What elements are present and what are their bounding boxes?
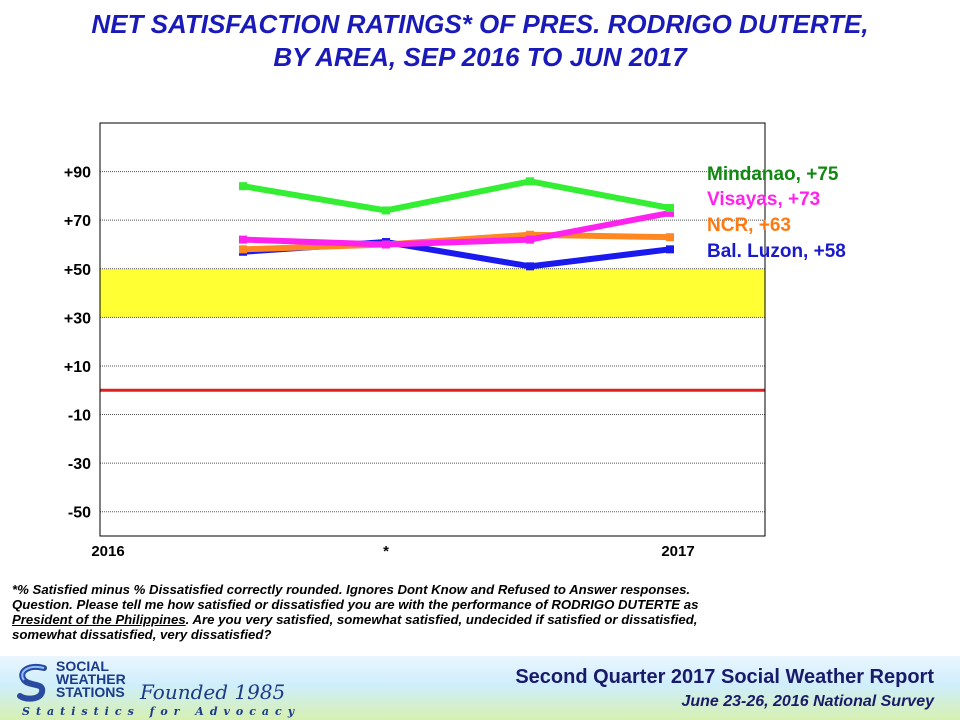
title-line-2: BY AREA, SEP 2016 TO JUN 2017 — [273, 42, 687, 72]
footnote-line-4: somewhat dissatisfied, very dissatisfied… — [12, 627, 272, 642]
data-point — [526, 177, 534, 186]
legend-label: Visayas, +73 — [707, 189, 820, 210]
data-point — [666, 204, 674, 213]
y-tick-label: +50 — [64, 262, 91, 279]
legend-label: Bal. Luzon, +58 — [707, 241, 846, 262]
logo-tagline: Statistics for Advocacy — [22, 705, 301, 718]
series-line-visayas — [242, 209, 671, 248]
footnote: *% Satisfied minus % Dissatisfied correc… — [12, 582, 948, 642]
y-tick-label: +90 — [64, 165, 91, 182]
logo-line-3: STATIONS — [56, 684, 125, 700]
y-tick-label: -30 — [68, 456, 91, 473]
plot-area — [100, 123, 765, 536]
data-point — [382, 240, 390, 249]
data-point — [666, 245, 674, 254]
logo-line-2: WEATHER — [56, 671, 126, 687]
footnote-line-3-rest: . Are you very satisfied, somewhat satis… — [185, 612, 698, 627]
chart-title: NET SATISFACTION RATINGS* OF PRES. RODRI… — [0, 8, 960, 74]
x-tick-label: 2017 — [661, 543, 694, 560]
report-banner — [0, 656, 960, 720]
x-tick-label: * — [383, 543, 389, 560]
data-point — [239, 245, 247, 254]
x-tick-label: 2016 — [91, 543, 124, 560]
y-tick-label: -10 — [68, 408, 91, 425]
data-point — [526, 235, 534, 244]
footnote-line-1: *% Satisfied minus % Dissatisfied correc… — [12, 582, 691, 597]
data-point — [526, 262, 534, 271]
logo-founded: Founded 1985 — [140, 680, 286, 704]
data-point — [239, 235, 247, 244]
legend-label: Mindanao, +75 — [707, 164, 839, 185]
highlight-band — [100, 268, 765, 318]
data-point — [526, 230, 534, 239]
net-satisfaction-chart: +90 +70 +50 +30 +10 -10 -30 -50 2016 * 2017 Mindana… — [64, 122, 846, 560]
footnote-line-3: President of the Philippines. Are you ve… — [12, 612, 948, 627]
plot-frame — [99, 122, 766, 537]
logo-line-1: SOCIAL — [56, 658, 109, 674]
series-line-mindanao — [242, 178, 671, 214]
title-line-1: NET SATISFACTION RATINGS* OF PRES. RODRI… — [91, 9, 869, 39]
sws-logo-text: SOCIAL WEATHER STATIONS — [56, 658, 126, 700]
data-point — [666, 208, 674, 217]
data-point — [382, 206, 390, 215]
footnote-position: President of the Philippines — [12, 612, 186, 627]
y-tick-label: +10 — [64, 359, 91, 376]
y-tick-label: -50 — [68, 505, 91, 522]
y-tick-label: +70 — [64, 213, 91, 230]
footnote-line-2: Question. Please tell me how satisfied o… — [12, 597, 699, 612]
legend-label: NCR, +63 — [707, 215, 791, 236]
data-point — [239, 182, 247, 191]
y-tick-label: +30 — [64, 310, 91, 327]
report-title: Second Quarter 2017 Social Weather Repor… — [515, 666, 934, 688]
data-point — [666, 233, 674, 242]
sws-swirl-icon — [17, 664, 47, 702]
survey-dates: June 23-26, 2016 National Survey — [681, 693, 934, 710]
